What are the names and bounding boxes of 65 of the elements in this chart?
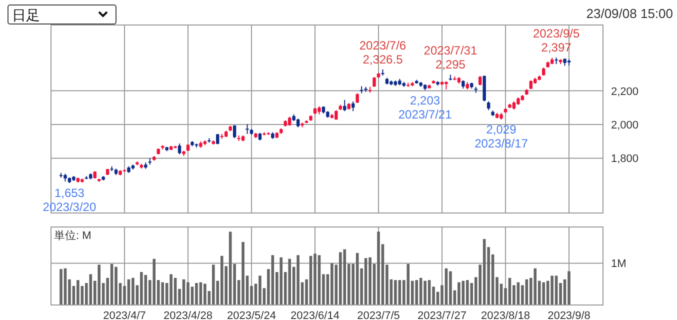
bar bbox=[288, 258, 291, 305]
bar bbox=[466, 280, 469, 305]
bar bbox=[449, 271, 452, 305]
bar bbox=[186, 282, 190, 305]
bar bbox=[377, 232, 380, 305]
x-tick-label: 2023/5/24 bbox=[227, 310, 276, 320]
y-tick-label: 1,800 bbox=[611, 153, 639, 166]
annotation: 2023/9/5 2,397 bbox=[532, 26, 580, 55]
bar bbox=[242, 242, 244, 305]
bar bbox=[534, 268, 537, 305]
bar bbox=[220, 256, 224, 305]
bar bbox=[89, 274, 92, 305]
candlestick bbox=[178, 143, 182, 155]
bar bbox=[161, 282, 164, 305]
bar bbox=[339, 252, 342, 305]
annotation: 単位: M bbox=[54, 230, 92, 242]
bar bbox=[170, 274, 172, 305]
bar bbox=[415, 280, 418, 305]
candlestick bbox=[232, 124, 236, 139]
bar bbox=[140, 272, 143, 305]
bar bbox=[204, 284, 206, 305]
ref-line-label: 1M bbox=[611, 258, 626, 270]
bar bbox=[568, 271, 570, 305]
candlestick bbox=[356, 92, 359, 104]
bar bbox=[368, 257, 372, 305]
annotation: 2023/7/31 2,295 bbox=[424, 44, 478, 72]
x-tick-label: 2023/4/7 bbox=[103, 310, 146, 320]
bar bbox=[314, 254, 316, 305]
chart-title: 日足 bbox=[12, 7, 40, 23]
bar bbox=[195, 283, 198, 305]
bar bbox=[280, 257, 283, 305]
candlestick bbox=[334, 110, 338, 120]
candlestick bbox=[360, 86, 364, 94]
candlestick bbox=[448, 74, 452, 81]
bar bbox=[152, 258, 156, 305]
candlestick bbox=[372, 76, 376, 88]
x-tick-label: 2023/7/5 bbox=[357, 310, 400, 320]
x-tick-label: 2023/9/8 bbox=[548, 310, 590, 320]
x-tick-label: 2023/8/18 bbox=[481, 310, 530, 320]
bar bbox=[394, 280, 397, 305]
bar bbox=[550, 276, 554, 305]
bar bbox=[212, 264, 215, 305]
bar bbox=[330, 263, 334, 305]
bar bbox=[114, 266, 118, 305]
bar bbox=[296, 255, 300, 305]
bar bbox=[542, 282, 545, 305]
bar bbox=[60, 269, 62, 305]
bar bbox=[458, 282, 460, 305]
bar bbox=[258, 276, 262, 305]
bar bbox=[343, 249, 346, 305]
text: 23/09/08 15:00 bbox=[586, 6, 673, 21]
title-select: 日足 bbox=[8, 4, 116, 24]
x-tick-label: 2023/6/14 bbox=[290, 310, 340, 320]
annotation: 2023/7/6 2,326.5 bbox=[359, 38, 406, 66]
candlestick bbox=[246, 124, 249, 134]
bar bbox=[406, 264, 410, 305]
bar bbox=[132, 278, 134, 305]
y-tick-label: 2,200 bbox=[611, 86, 639, 98]
bar bbox=[76, 280, 80, 305]
bar bbox=[424, 280, 426, 305]
candlestick bbox=[288, 116, 292, 126]
y-tick-label: 2,000 bbox=[611, 119, 639, 132]
x-tick-label: 2023/4/28 bbox=[164, 310, 212, 320]
x-tick-label: 2023/7/27 bbox=[418, 310, 466, 320]
bar bbox=[98, 264, 100, 305]
